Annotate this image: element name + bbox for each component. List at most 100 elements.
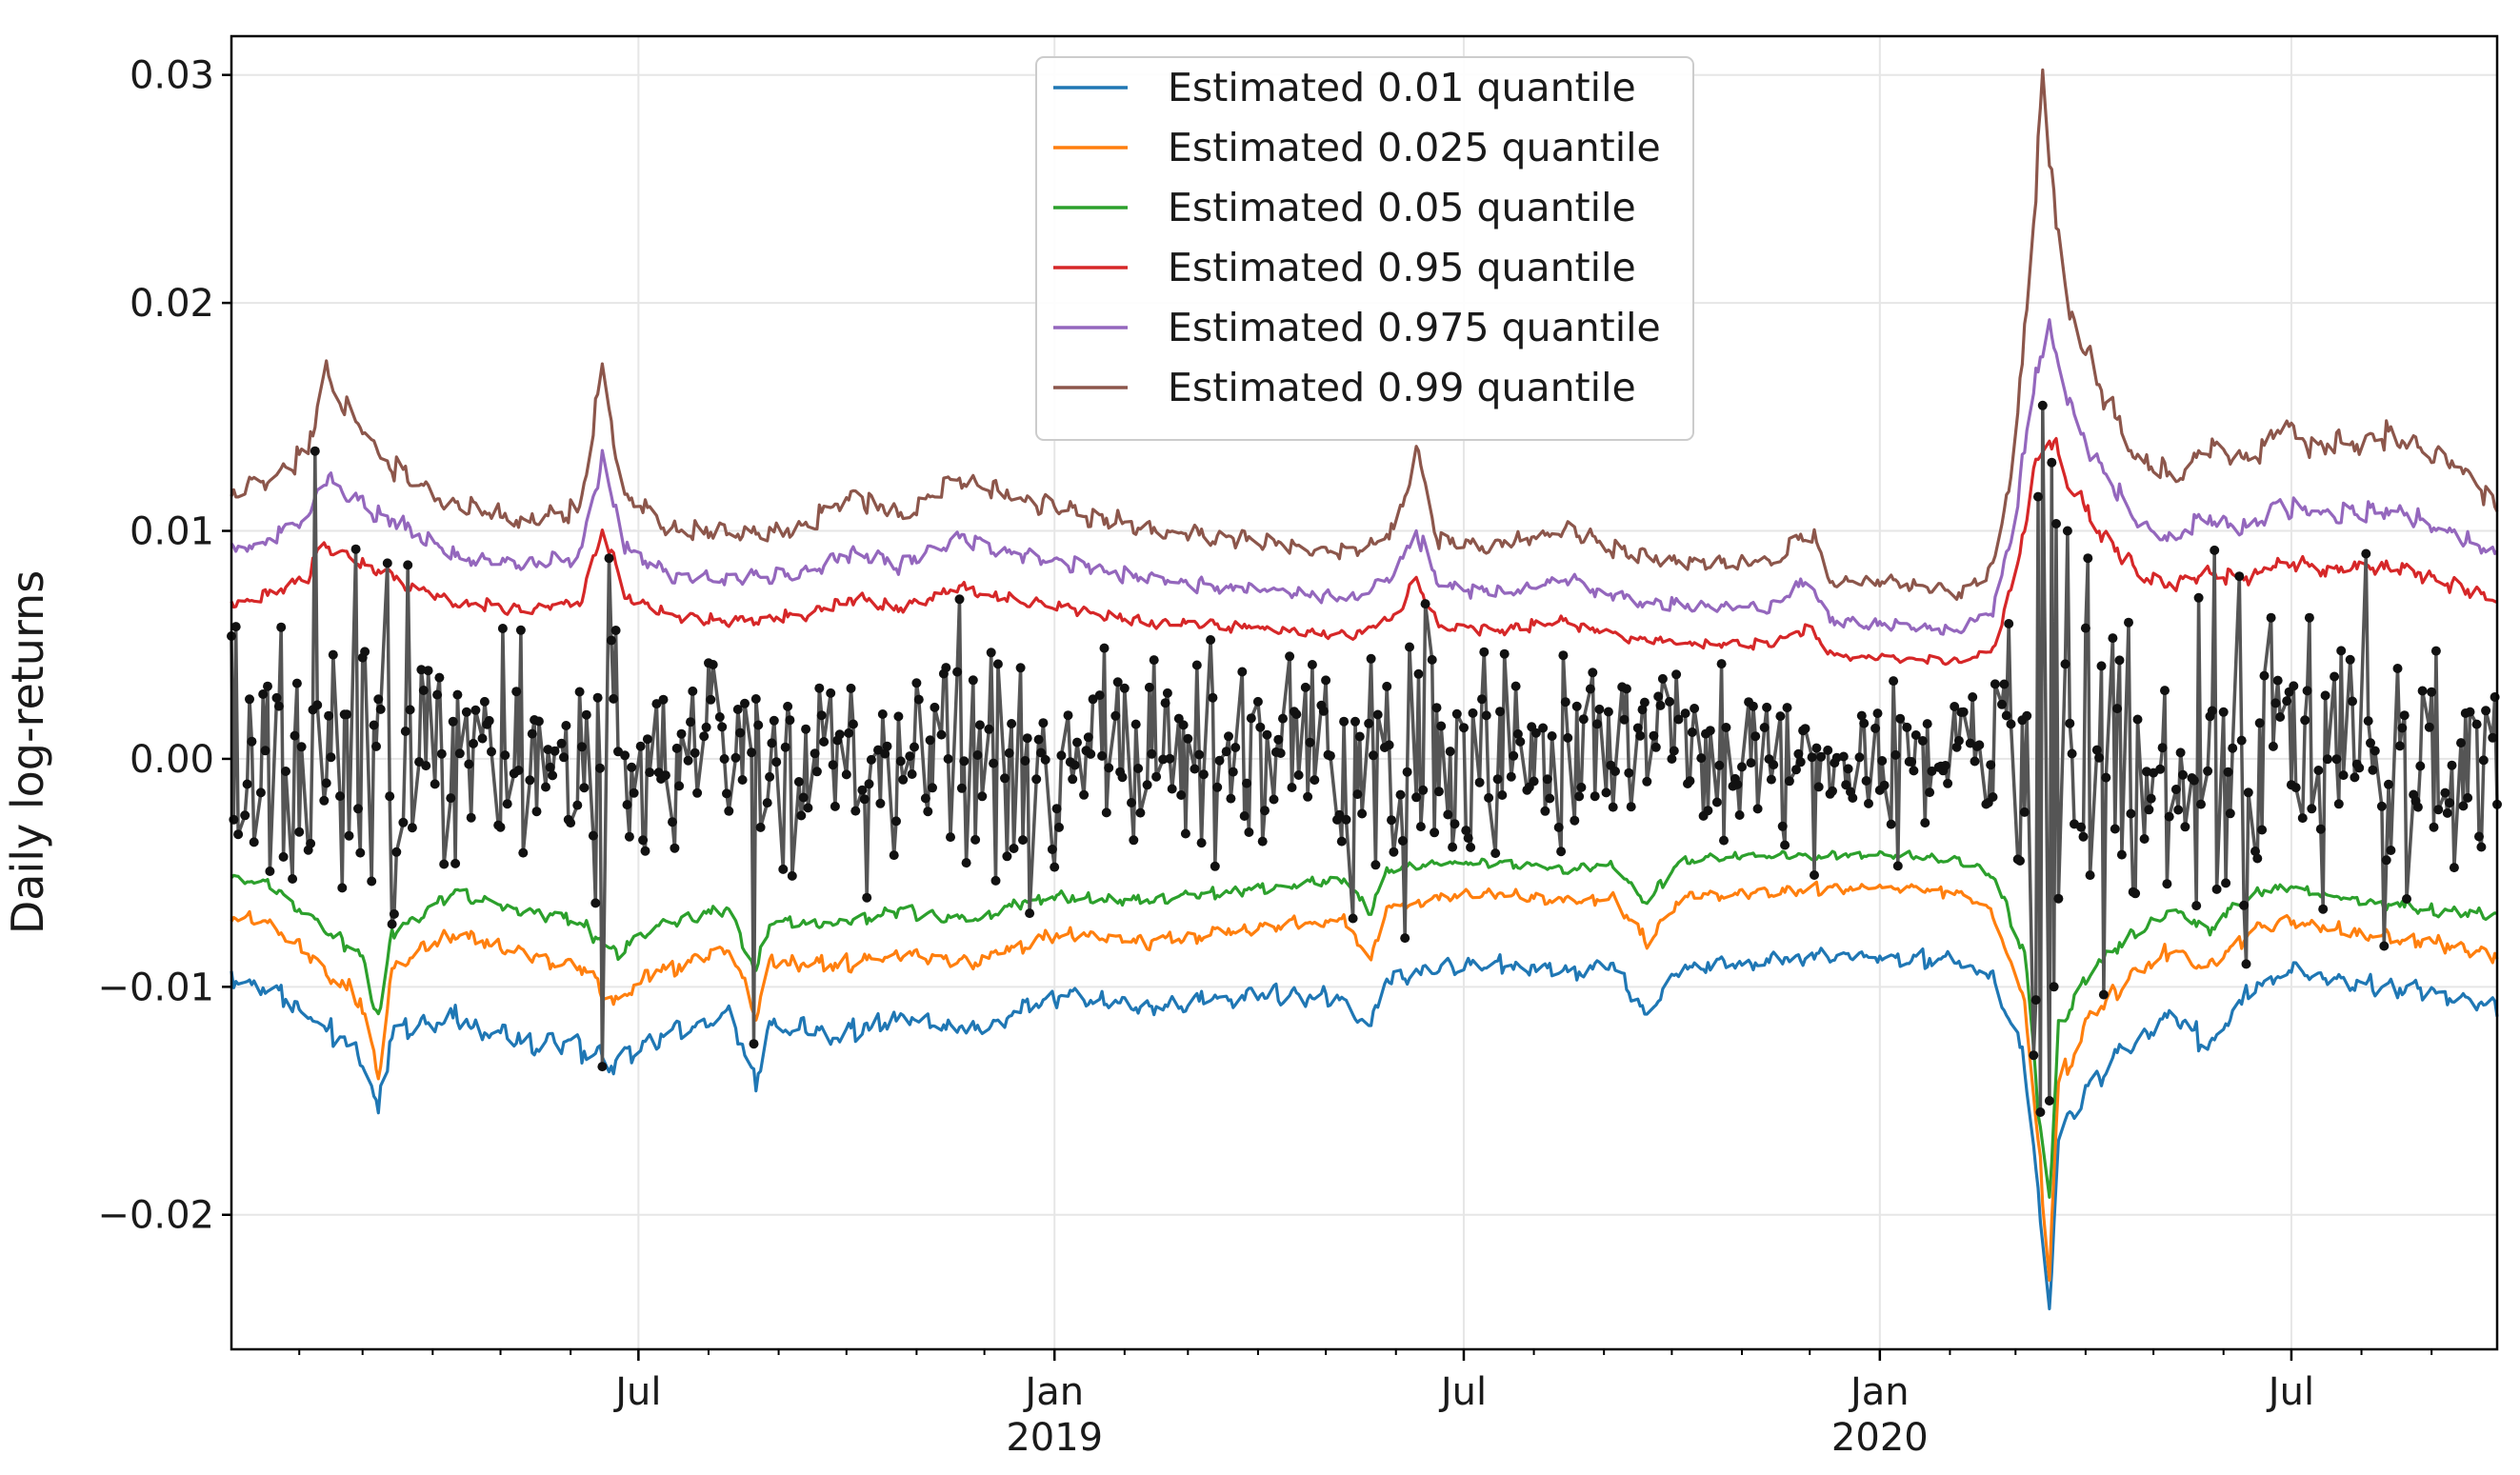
observed-point — [446, 793, 456, 804]
observed-point — [1669, 746, 1679, 756]
observed-point — [2488, 732, 2498, 743]
observed-point — [2315, 824, 2326, 834]
observed-point — [1246, 713, 1256, 724]
observed-point — [461, 707, 471, 717]
observed-point — [1492, 774, 1503, 785]
observed-point — [1843, 764, 1853, 774]
observed-point — [448, 716, 458, 727]
observed-point — [1685, 776, 1695, 787]
observed-point — [434, 672, 445, 683]
observed-point — [1703, 806, 1713, 816]
observed-point — [1007, 719, 1017, 728]
observed-point — [2241, 959, 2251, 969]
observed-point — [2019, 807, 2030, 817]
observed-point — [2333, 799, 2344, 809]
observed-point — [2318, 904, 2329, 914]
observed-point — [895, 756, 906, 767]
observed-point — [686, 717, 695, 728]
observed-point — [561, 721, 571, 730]
observed-point — [2191, 901, 2202, 911]
y-tick-label: 0.01 — [130, 510, 214, 554]
observed-point — [920, 793, 930, 804]
observed-point — [2412, 802, 2423, 812]
observed-point — [1529, 776, 1539, 787]
observed-point — [436, 748, 447, 759]
observed-point — [1481, 710, 1491, 721]
observed-point — [1178, 720, 1189, 730]
observed-point — [1000, 773, 1010, 784]
observed-point — [1397, 836, 1408, 846]
observed-point — [2221, 878, 2231, 888]
observed-point — [956, 783, 967, 793]
observed-point — [1180, 828, 1190, 839]
observed-point — [1886, 819, 1896, 829]
observed-point — [1608, 802, 1618, 812]
observed-point — [324, 710, 334, 721]
observed-point — [1750, 731, 1761, 742]
observed-point — [1305, 737, 1315, 747]
observed-point — [337, 883, 348, 893]
observed-point — [1696, 753, 1707, 764]
observed-point — [1350, 716, 1360, 727]
observed-point — [762, 798, 772, 808]
observed-point — [278, 851, 289, 862]
observed-point — [387, 919, 397, 929]
observed-point — [1474, 777, 1485, 787]
observed-point — [2433, 805, 2444, 815]
observed-point — [1811, 743, 1822, 753]
observed-point — [946, 832, 955, 843]
observed-point — [1129, 835, 1139, 846]
observed-point — [1877, 756, 1888, 766]
observed-point — [1415, 822, 1426, 832]
observed-point — [373, 694, 384, 705]
observed-point — [500, 750, 510, 761]
observed-point — [765, 771, 775, 782]
observed-point — [1673, 714, 1684, 725]
observed-point — [1430, 827, 1440, 838]
observed-point — [785, 715, 795, 726]
observed-point — [724, 806, 734, 816]
observed-point — [2239, 900, 2250, 910]
observed-point — [1902, 722, 1912, 732]
observed-point — [750, 694, 761, 704]
observed-point — [692, 787, 703, 798]
observed-point — [2044, 1096, 2054, 1106]
observed-point — [970, 834, 981, 845]
observed-point — [2330, 671, 2340, 682]
observed-point — [974, 720, 985, 730]
observed-point — [1889, 676, 1899, 687]
observed-point — [1357, 808, 1368, 819]
observed-point — [2399, 710, 2410, 721]
observed-point — [1117, 772, 1128, 783]
observed-point — [479, 696, 490, 707]
observed-point — [1318, 706, 1329, 716]
observed-point — [1133, 764, 1144, 773]
observed-point — [1252, 696, 1263, 707]
observed-point — [972, 750, 983, 760]
observed-point — [1974, 740, 1985, 750]
observed-point — [423, 666, 433, 676]
observed-point — [1050, 862, 1060, 872]
legend-label: Estimated 0.05 quantile — [1168, 185, 1636, 230]
observed-point — [1110, 710, 1121, 721]
observed-point — [1364, 718, 1374, 728]
observed-point — [1083, 732, 1093, 743]
observed-point — [1031, 774, 1042, 785]
legend-label: Estimated 0.95 quantile — [1168, 245, 1636, 290]
observed-point — [1196, 838, 1207, 848]
observed-point — [1970, 756, 1980, 767]
observed-point — [866, 754, 876, 765]
observed-point — [2006, 719, 2016, 729]
observed-point — [2076, 822, 2087, 832]
observed-point — [701, 722, 711, 732]
observed-point — [255, 787, 266, 798]
observed-point — [1650, 742, 1661, 752]
observed-point — [2368, 765, 2378, 775]
observed-point — [2126, 808, 2136, 819]
observed-point — [640, 846, 650, 856]
observed-point — [1025, 908, 1035, 919]
x-tick-label: Jul — [1438, 1370, 1487, 1414]
observed-point — [2060, 659, 2070, 669]
observed-point — [326, 752, 336, 763]
observed-point — [2085, 870, 2095, 881]
